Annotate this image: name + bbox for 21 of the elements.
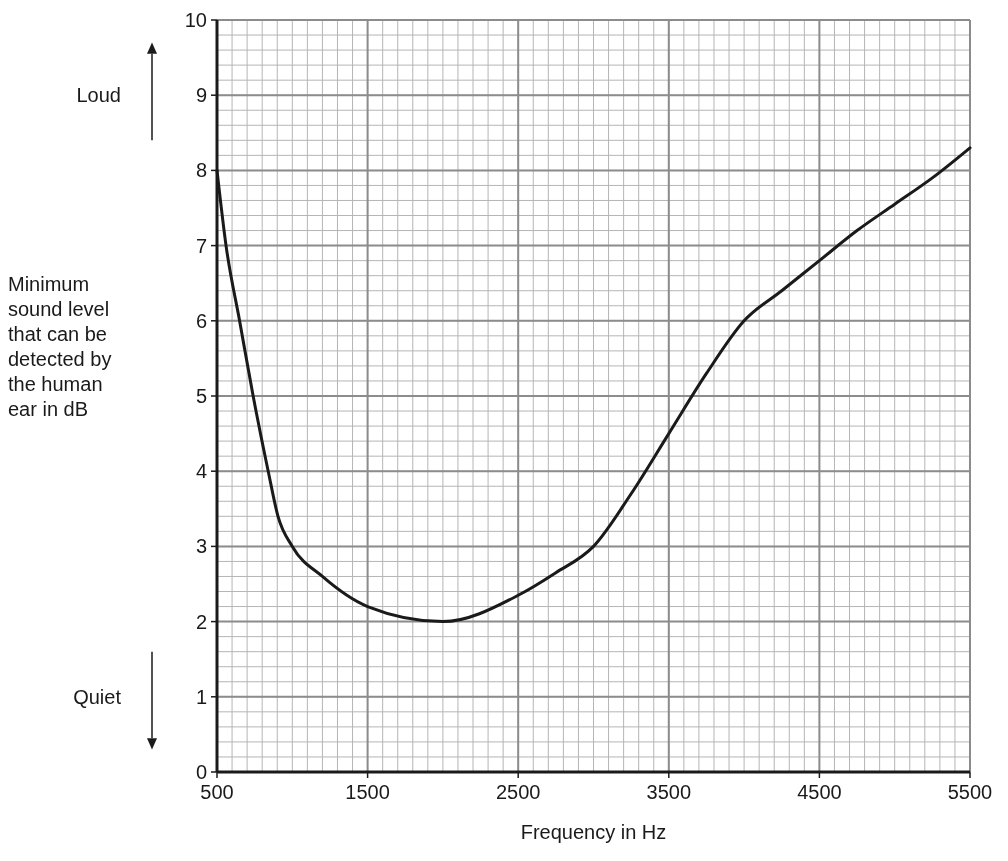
y-tick-label: 1 <box>195 685 207 708</box>
y-tick-label: 5 <box>195 385 207 407</box>
text: Loud <box>76 84 121 107</box>
x-tick-label: 4500 <box>797 781 842 803</box>
y-tick-label: 10 <box>184 9 207 31</box>
y-tick-label: 0 <box>195 761 207 783</box>
y-tick-label: 8 <box>195 159 207 182</box>
y-tick-label: 4 <box>195 460 207 483</box>
y-tick-label: 7 <box>195 234 207 257</box>
x-tick-label: 2500 <box>495 781 541 803</box>
x-tick-label: 5500 <box>947 781 993 803</box>
x-tick-label: 3500 <box>646 781 692 803</box>
x-tick-label: 500 <box>200 781 234 803</box>
text: Quiet <box>73 685 122 708</box>
x-tick-label: 1500 <box>345 781 390 803</box>
y-tick-label: 9 <box>195 84 207 107</box>
y-tick-label: 6 <box>195 309 207 332</box>
y-tick-label: 3 <box>195 535 207 558</box>
y-tick-label: 2 <box>195 610 207 633</box>
y-axis-title: Minimum sound level that can be detected by the human ear in dB <box>8 272 112 420</box>
x-axis-title: Frequency in Hz <box>520 821 667 843</box>
